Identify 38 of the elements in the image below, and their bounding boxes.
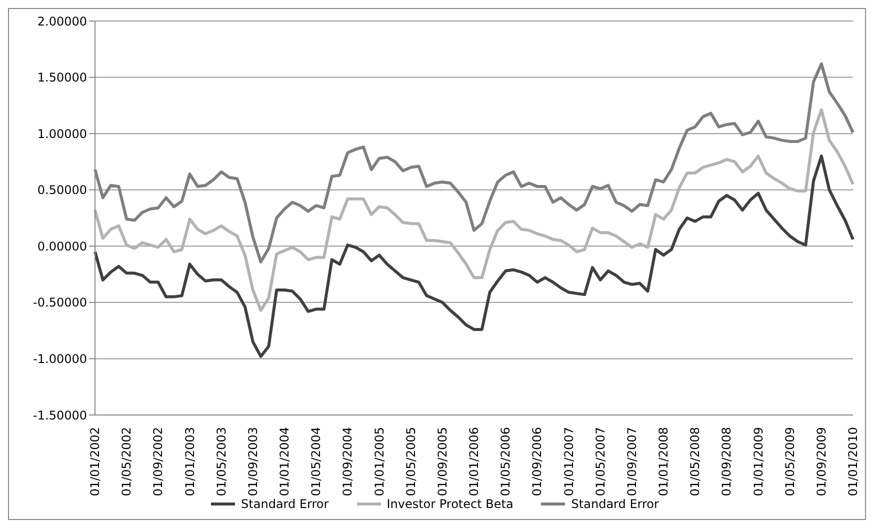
x-tick-label: 01/01/2004 — [278, 427, 292, 496]
x-tick-label: 01/05/2007 — [593, 427, 608, 496]
x-tick-label: 01/01/2007 — [562, 427, 576, 496]
y-tick-label: 0.50000 — [37, 183, 87, 198]
x-tick-label: 01/09/2003 — [246, 427, 260, 496]
x-tick-label: 01/05/2008 — [688, 427, 702, 496]
legend-label: Investor Protect Beta — [386, 497, 514, 511]
x-tick-label: 01/09/2005 — [435, 427, 450, 496]
x-tick-label: 01/05/2002 — [120, 427, 134, 496]
x-tick-label: 01/09/2006 — [530, 427, 544, 496]
x-tick-label: 01/05/2006 — [498, 427, 513, 496]
x-tick-label: 01/05/2005 — [404, 427, 418, 496]
y-tick-label: 1.00000 — [37, 126, 87, 141]
x-tick-label: 01/01/2009 — [751, 427, 766, 496]
y-tick-label: 2.00000 — [37, 14, 87, 28]
y-tick-label: 1.50000 — [37, 70, 87, 85]
x-tick-label: 01/09/2004 — [340, 427, 355, 496]
x-tick-label: 01/01/2005 — [372, 427, 386, 496]
x-tick-label: 01/01/2010 — [846, 427, 860, 496]
x-tick-label: 01/05/2003 — [214, 427, 228, 496]
y-tick-label: -1.50000 — [33, 408, 87, 422]
y-tick-label: 0.00000 — [37, 239, 87, 254]
line-series — [94, 108, 854, 312]
x-tick-label: 01/09/2008 — [720, 427, 734, 496]
x-tick-label: 01/01/2002 — [88, 427, 102, 496]
y-tick-label: -1.00000 — [33, 352, 87, 366]
y-tick-label: -0.50000 — [33, 296, 87, 310]
legend-label: Standard Error — [241, 497, 329, 511]
x-tick-label: 01/09/2002 — [151, 427, 166, 496]
x-tick-label: 01/05/2004 — [309, 427, 324, 496]
x-tick-label: 01/01/2006 — [467, 427, 481, 496]
x-tick-label: 01/09/2007 — [624, 427, 639, 496]
x-tick-label: 01/05/2009 — [782, 427, 797, 496]
x-tick-label: 01/09/2009 — [814, 427, 828, 496]
legend-label: Standard Error — [571, 497, 659, 511]
line-series — [94, 154, 854, 358]
x-tick-label: 01/01/2003 — [182, 427, 197, 496]
x-tick-label: 01/01/2008 — [656, 427, 670, 496]
